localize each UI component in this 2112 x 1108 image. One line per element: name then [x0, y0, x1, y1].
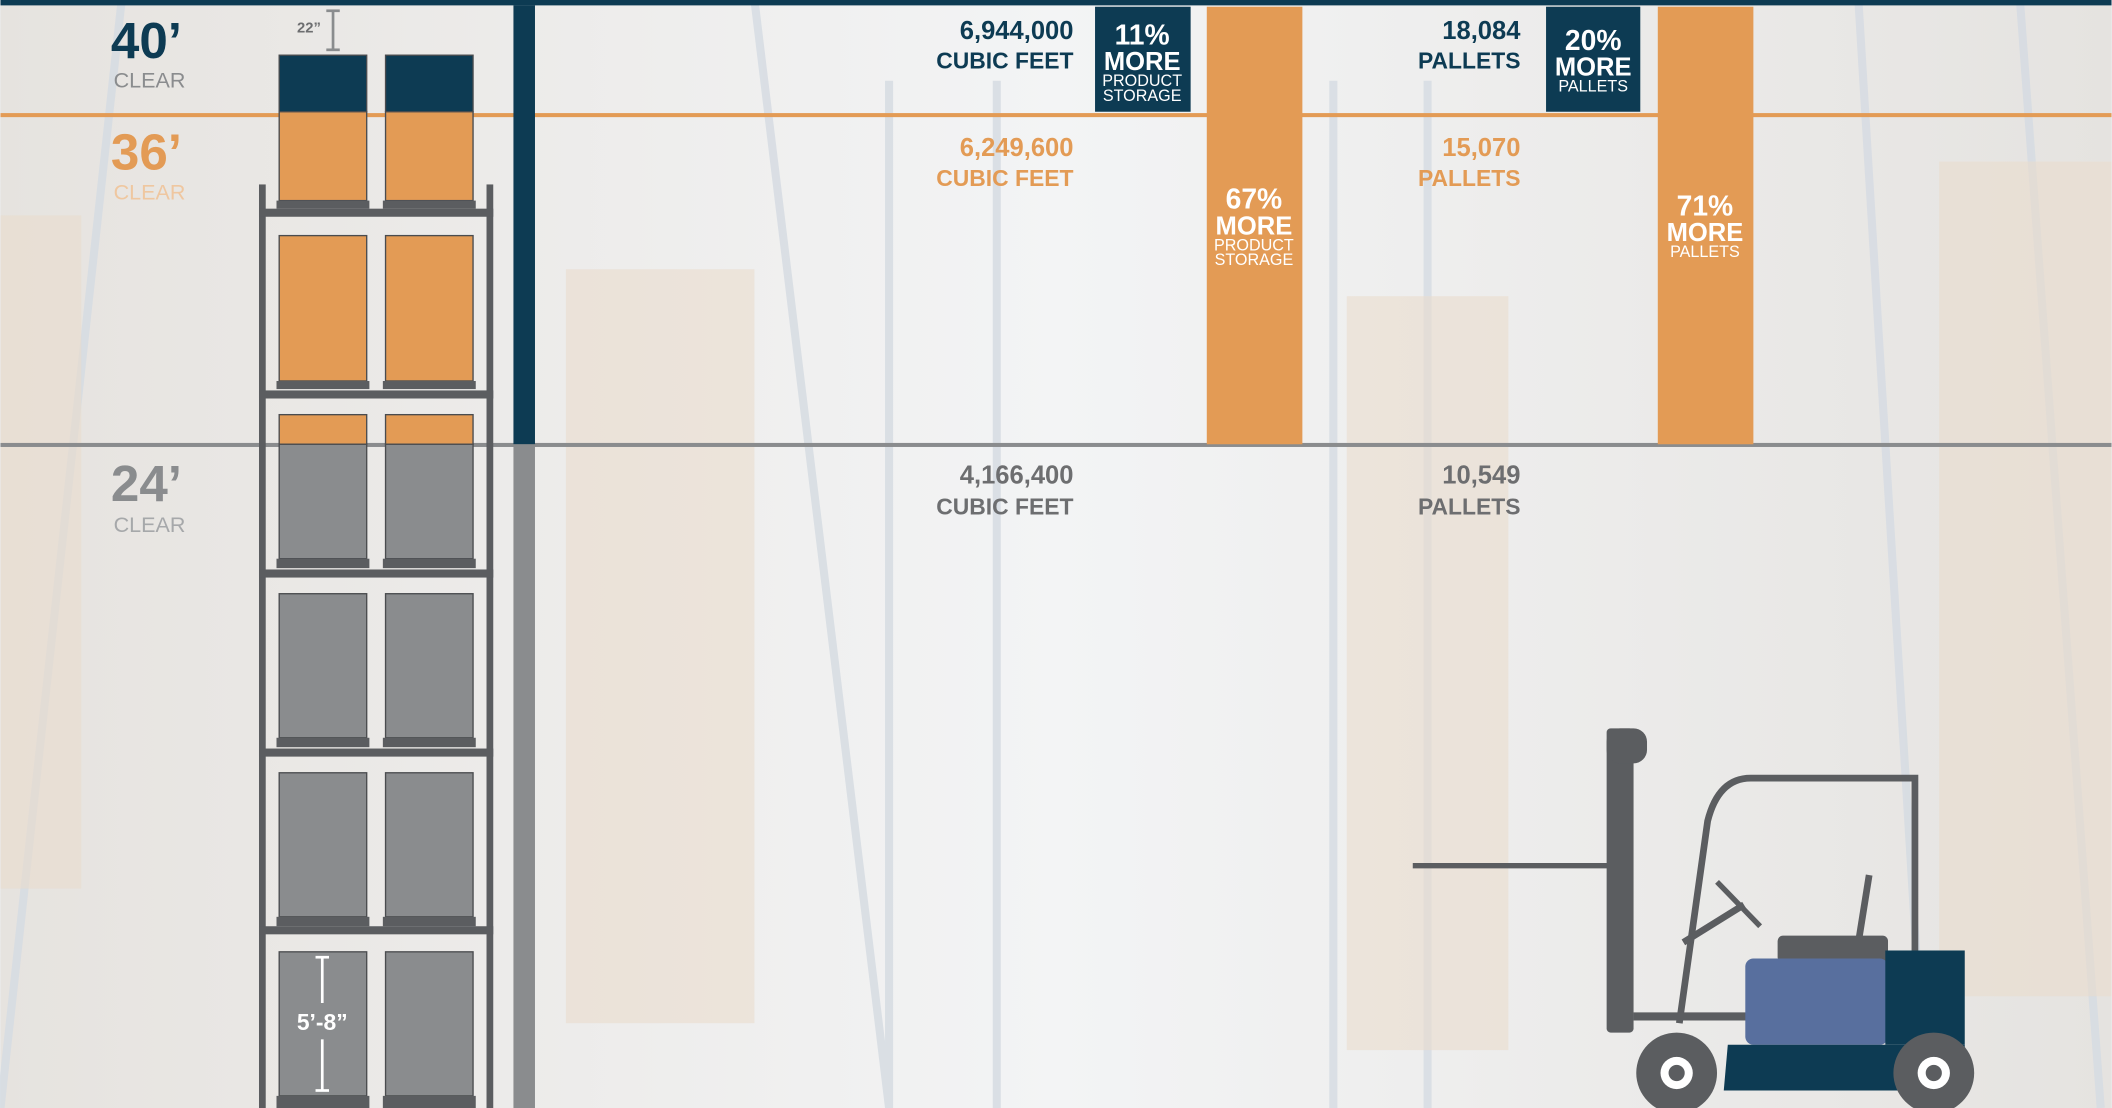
cubic-feet-unit: CUBIC FEET [936, 48, 1073, 74]
comparison-detail: STORAGE [1215, 251, 1294, 269]
height: 24’ [111, 455, 182, 512]
cubic-feet-unit: CUBIC FEET [936, 493, 1073, 519]
height: 40’ [111, 12, 182, 69]
height-label: CLEAR [114, 180, 186, 204]
pallets-unit: PALLETS [1418, 48, 1521, 74]
cubic-feet-value: 4,166,400 [960, 461, 1074, 489]
comparison-percent: 67% [1226, 183, 1283, 215]
cubic-feet-unit: CUBIC FEET [936, 165, 1073, 191]
comparison-percent: 71% [1677, 189, 1734, 221]
page: Clear height comparison {"heights": [ {"… [0, 0, 2112, 1108]
height-label: CLEAR [114, 513, 186, 537]
pallets-unit: PALLETS [1418, 493, 1521, 519]
comparison-percent: 11% [1115, 18, 1170, 50]
divider [513, 5, 535, 1108]
cubic-feet-value: 6,249,600 [960, 134, 1074, 162]
pallets-value: 10,549 [1442, 461, 1520, 489]
pallets-value: 18,084 [1442, 17, 1521, 45]
comparison-detail: PALLETS [1558, 78, 1628, 96]
body: 22” 5’-8” 40’ CLEAR 36’ CLEAR 24’ CLEAR … [0, 0, 2112, 1108]
height-label: CLEAR [114, 69, 186, 93]
pallet-height-label: 5’-8” [297, 1009, 348, 1035]
comparison-percent: 20% [1565, 24, 1622, 56]
pallets-unit: PALLETS [1418, 165, 1521, 191]
top-gap-label: 22” [297, 20, 321, 36]
infographic: 22” 5’-8” 40’ CLEAR 36’ CLEAR 24’ CLEAR … [0, 0, 2112, 1108]
pallets-value: 15,070 [1442, 134, 1520, 162]
comparison-detail: STORAGE [1103, 87, 1182, 105]
cubic-feet-value: 6,944,000 [960, 17, 1074, 45]
comparison-detail: PALLETS [1670, 243, 1740, 261]
height: 36’ [111, 124, 182, 181]
